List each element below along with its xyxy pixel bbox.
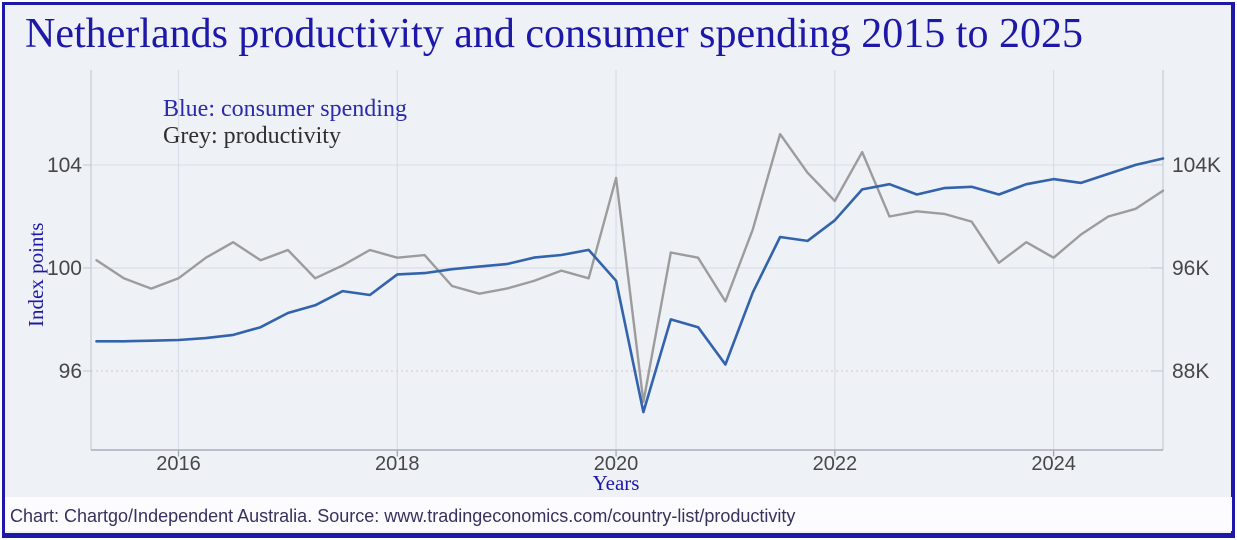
y-tick-label-left: 104 (47, 154, 82, 177)
x-tick-label: 2022 (813, 453, 858, 475)
footer-strip (5, 497, 1232, 531)
consumer-spending-line (95, 157, 1165, 414)
legend-item-consumer-spending: Blue: consumer spending (163, 96, 407, 122)
y-tick-label-right: 88K (1172, 360, 1209, 383)
legend-item-productivity: Grey: productivity (163, 123, 341, 149)
productivity-line (95, 132, 1165, 404)
legend: Blue: consumer spending Grey: productivi… (163, 96, 407, 150)
y-tick-label-left: 100 (47, 257, 82, 280)
x-tick-label: 2024 (1031, 453, 1076, 475)
x-tick-label: 2020 (594, 453, 639, 475)
y-tick-label-left: 96 (59, 360, 82, 383)
x-axis-title: Years (592, 471, 640, 495)
y-axis-title: Index points (24, 222, 48, 328)
page-title: Netherlands productivity and consumer sp… (25, 11, 1083, 57)
x-tick-label: 2016 (156, 453, 201, 475)
y-tick-label-right: 104K (1172, 154, 1221, 177)
y-tick-label-right: 96K (1172, 257, 1209, 280)
footer-source-text: Chart: Chartgo/Independent Australia. So… (10, 506, 796, 526)
x-tick-label: 2018 (375, 453, 420, 475)
